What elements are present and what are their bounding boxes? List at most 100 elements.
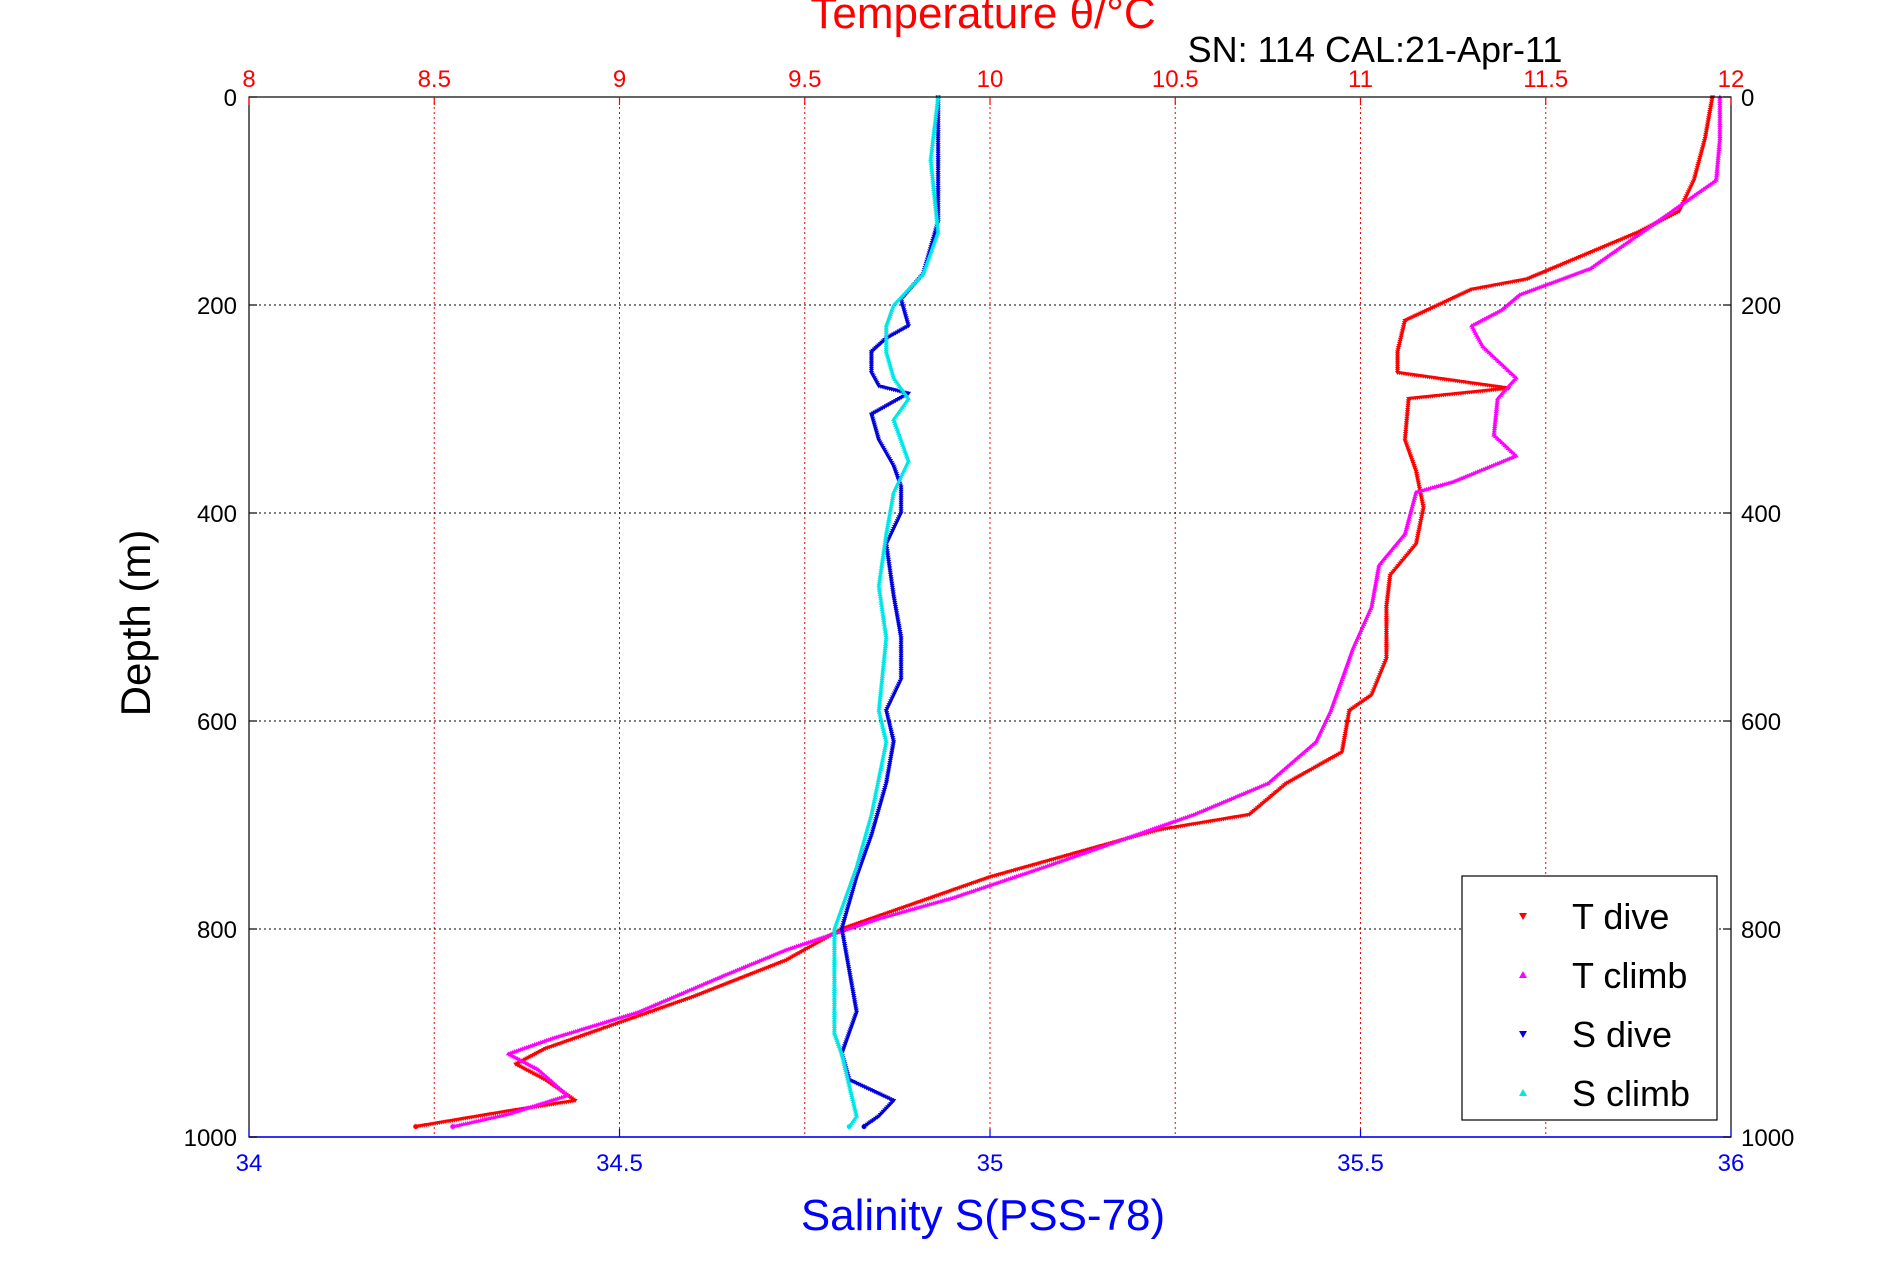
data-point: [880, 724, 886, 729]
data-point: [930, 133, 937, 138]
depth-tick-label-right: 200: [1741, 293, 1781, 320]
data-point: [935, 140, 941, 145]
data-point: [886, 721, 892, 726]
data-point: [883, 327, 889, 332]
data-point: [935, 225, 941, 230]
data-point: [852, 1004, 859, 1009]
data-point: [1418, 516, 1424, 521]
data-point: [935, 164, 941, 169]
data-point: [877, 592, 883, 597]
data-point: [1370, 593, 1377, 598]
data-point: [844, 908, 850, 913]
data-point: [890, 590, 896, 595]
data-point: [933, 212, 939, 217]
data-point: [935, 96, 941, 101]
data-point: [885, 355, 891, 360]
data-point: [890, 738, 896, 743]
data-point: [890, 491, 896, 496]
data-point: [929, 167, 935, 172]
data-point: [1491, 426, 1498, 431]
data-point: [1698, 151, 1704, 156]
data-point: [1706, 112, 1713, 117]
data-point: [1696, 157, 1703, 162]
data-point: [932, 122, 938, 127]
data-point: [889, 581, 895, 586]
data-point: [841, 937, 847, 942]
data-point: [872, 821, 878, 826]
data-point: [935, 132, 941, 137]
data-point: [930, 137, 936, 142]
data-point: [935, 198, 941, 203]
data-point: [1402, 434, 1408, 439]
data-point: [890, 493, 896, 498]
data-point: [1376, 564, 1382, 569]
data-point: [894, 611, 900, 616]
temp-tick-label: 11.5: [1523, 66, 1568, 93]
salinity-tick-label: 34.5: [596, 1150, 643, 1177]
data-point: [890, 592, 896, 597]
data-point: [879, 673, 885, 678]
data-point: [874, 786, 880, 791]
data-point: [935, 98, 941, 103]
data-point: [869, 831, 875, 836]
data-point: [898, 664, 904, 669]
data-point: [1373, 579, 1379, 584]
data-point: [863, 830, 869, 835]
data-point: [846, 1080, 852, 1085]
data-point: [868, 812, 875, 817]
data-point: [934, 214, 940, 219]
data-point: [851, 998, 857, 1003]
data-point: [862, 835, 868, 840]
data-point: [885, 715, 891, 720]
data-point: [1377, 673, 1383, 678]
data-point: [877, 714, 883, 719]
data-point: [852, 1002, 858, 1007]
data-point: [928, 150, 935, 155]
chart-subtitle: SN: 114 CAL:21-Apr-11: [1188, 29, 1563, 70]
data-point: [870, 829, 876, 834]
data-point: [1346, 711, 1352, 716]
data-point: [860, 841, 866, 846]
legend-label: S climb: [1572, 1073, 1690, 1114]
data-point: [886, 516, 892, 521]
data-point: [1344, 719, 1351, 724]
data-point: [1404, 412, 1410, 417]
data-point: [935, 177, 941, 182]
data-point: [831, 999, 837, 1004]
data-point: [877, 691, 884, 696]
data-point: [1419, 514, 1425, 519]
data-point: [886, 559, 892, 564]
data-point: [882, 785, 888, 790]
data-point: [831, 1004, 837, 1009]
data-point: [1404, 414, 1410, 419]
data-point: [935, 179, 941, 184]
data-point: [874, 784, 880, 789]
data-point: [1380, 665, 1386, 670]
x-axis-label: Salinity S(PSS-78): [801, 1191, 1165, 1240]
data-point: [879, 760, 885, 765]
data-point: [855, 860, 861, 865]
data-point: [885, 555, 891, 560]
temp-tick-label: 8: [242, 66, 255, 93]
data-point: [1383, 631, 1390, 635]
data-point: [1705, 122, 1711, 127]
data-point: [883, 531, 889, 536]
data-point: [885, 518, 892, 523]
data-point: [878, 762, 885, 767]
data-point: [930, 178, 936, 183]
data-point: [1414, 536, 1420, 541]
data-point: [840, 1055, 846, 1060]
data-point: [1414, 538, 1420, 543]
data-point: [1397, 339, 1403, 344]
data-point: [931, 193, 938, 198]
data-point: [881, 747, 888, 752]
data-point: [868, 354, 875, 359]
data-point: [864, 826, 870, 831]
data-point: [883, 323, 889, 328]
data-point: [1714, 169, 1720, 174]
data-point: [880, 611, 886, 616]
data-point: [935, 151, 941, 156]
data-point: [868, 360, 875, 365]
data-point: [878, 716, 884, 721]
data-point: [1418, 495, 1424, 500]
